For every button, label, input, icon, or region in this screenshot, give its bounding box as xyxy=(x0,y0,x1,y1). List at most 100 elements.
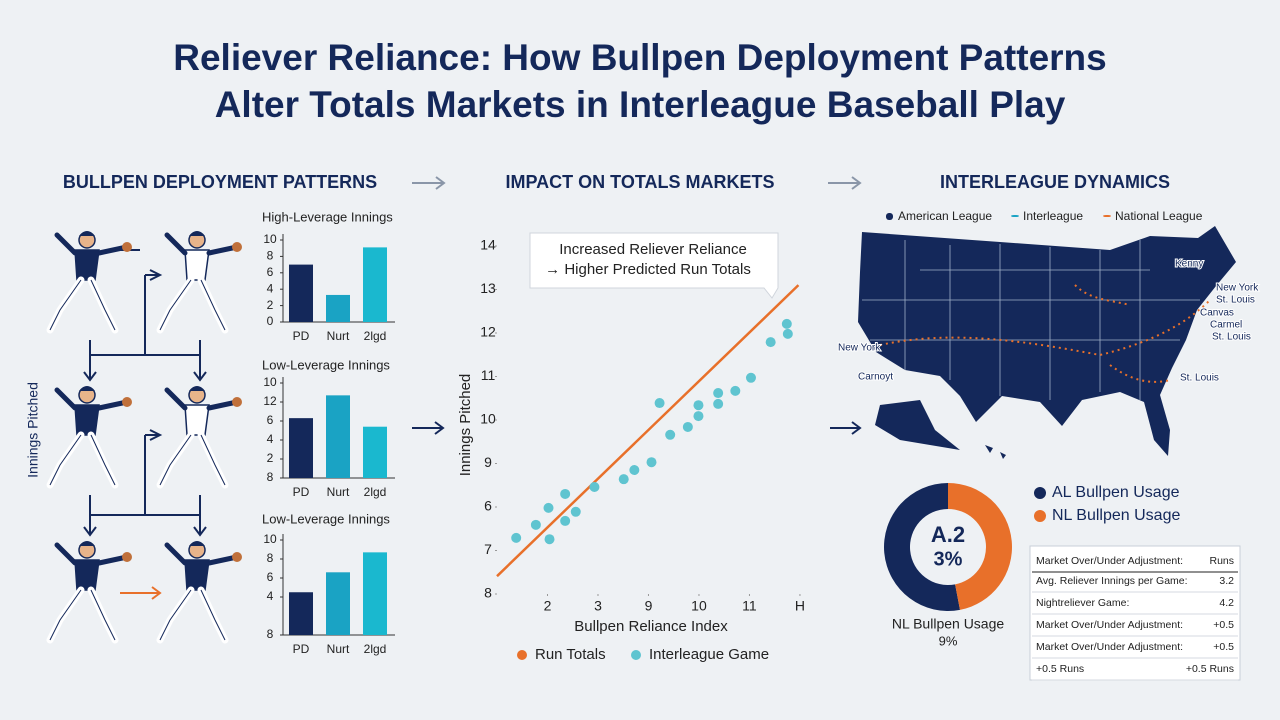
pitcher-body xyxy=(74,559,100,591)
legend-swatch xyxy=(1011,215,1019,217)
bar xyxy=(363,247,387,322)
legend-swatch xyxy=(631,650,641,660)
scatter-point xyxy=(713,388,724,399)
legend-label: American League xyxy=(898,209,992,223)
pitcher-body xyxy=(74,249,100,281)
y-tick-label: 12 xyxy=(480,324,496,340)
legend-swatch xyxy=(1034,487,1046,499)
scatter-point xyxy=(693,411,704,422)
scatter-point xyxy=(665,429,676,440)
chart-title: Low-Leverage Innings xyxy=(262,511,390,526)
scatter-point xyxy=(589,481,600,492)
table-cell: Market Over/Under Adjustment: xyxy=(1036,641,1183,653)
table-cell: Avg. Reliever Innings per Game: xyxy=(1036,575,1188,587)
city-label: St. Louis xyxy=(1216,295,1255,306)
legend-label: National League xyxy=(1115,209,1203,223)
bar xyxy=(289,592,313,635)
y-tick-label: 8 xyxy=(484,585,492,601)
legend-label: AL Bullpen Usage xyxy=(1052,484,1180,501)
x-tick-label: 9 xyxy=(645,598,653,614)
y-tick-label: 4 xyxy=(267,589,274,603)
y-tick-label: 2 xyxy=(267,451,274,465)
x-tick-label: Nurt xyxy=(327,329,350,343)
scatter-point xyxy=(654,398,665,409)
scatter-point xyxy=(560,515,571,526)
us-map: American League Interleague National Leagu… xyxy=(837,209,1260,459)
y-tick-label: 10 xyxy=(263,232,277,246)
x-tick-label: Nurt xyxy=(327,485,350,499)
bar xyxy=(289,418,313,478)
scatter-point xyxy=(713,398,724,409)
x-tick-label: 2lgd xyxy=(364,485,387,499)
pitcher-body xyxy=(74,404,100,436)
scatter-point xyxy=(782,328,793,339)
y-tick-label: 8 xyxy=(267,551,274,565)
league-routes xyxy=(879,284,1211,383)
table-cell: 4.2 xyxy=(1219,597,1234,609)
donut-center: A.2 xyxy=(931,522,965,547)
y-tick-label: 6 xyxy=(267,413,274,427)
pitcher-leg-outline xyxy=(49,589,116,641)
donut-segment xyxy=(884,483,960,611)
legend-swatch xyxy=(886,213,893,220)
x-tick-label: 2lgd xyxy=(364,329,387,343)
glove xyxy=(232,552,242,562)
city-label: Carnoyt xyxy=(858,372,893,383)
y-tick-label: 12 xyxy=(263,394,277,408)
us-mainland xyxy=(858,226,1236,456)
scatter-point xyxy=(511,532,522,543)
y-tick-label: 13 xyxy=(480,280,496,296)
x-tick-label: PD xyxy=(293,642,310,656)
section-heading: IMPACT ON TOTALS MARKETS xyxy=(506,172,775,192)
y-tick-label: 9 xyxy=(484,454,492,470)
glove xyxy=(122,242,132,252)
glove xyxy=(232,242,242,252)
pitcher-body xyxy=(184,404,210,436)
x-tick-label: 2lgd xyxy=(364,642,387,656)
pitcher-cap xyxy=(189,231,205,236)
legend-swatch xyxy=(1034,510,1046,522)
alaska xyxy=(875,400,960,450)
scatter-point xyxy=(682,421,693,432)
y-tick-label: 10 xyxy=(263,375,277,389)
callout-line: Increased Reliever Reliance xyxy=(559,241,747,258)
bar xyxy=(289,264,313,322)
y-tick-label: 7 xyxy=(484,541,492,557)
y-tick-label: 0 xyxy=(267,314,274,328)
legend-label: Interleague xyxy=(1023,209,1083,223)
callout-line: → Higher Predicted Run Totals xyxy=(545,261,751,278)
table-cell: 3.2 xyxy=(1219,575,1234,587)
glove xyxy=(122,552,132,562)
y-axis-label: Innings Pitched xyxy=(457,374,474,477)
table-cell: +0.5 Runs xyxy=(1036,663,1084,675)
table-cell: Nightreliever Game: xyxy=(1036,597,1129,609)
adjustment-table: Market Over/Under Adjustment: Runs Avg. Re… xyxy=(1029,545,1241,681)
callout-box xyxy=(529,232,779,299)
donut-caption: NL Bullpen Usage xyxy=(892,616,1005,632)
y-tick-label: 8 xyxy=(267,249,274,263)
glove xyxy=(122,397,132,407)
state-lines xyxy=(862,240,1200,400)
city-label: St. Louis xyxy=(1212,332,1251,343)
pitcher-cap xyxy=(189,386,205,391)
scatter-point xyxy=(646,457,657,468)
pitcher-leg-outline xyxy=(49,279,116,331)
scatter-point xyxy=(544,534,555,545)
x-tick-label: PD xyxy=(293,485,310,499)
bar xyxy=(326,294,350,322)
scatter-point xyxy=(560,488,571,499)
title-line: Reliever Reliance: How Bullpen Deploymen… xyxy=(173,37,1106,78)
table-cell: Runs xyxy=(1209,555,1234,567)
x-tick-label: H xyxy=(795,598,805,614)
pitcher-body xyxy=(184,249,210,281)
city-label: Carmel xyxy=(1210,320,1242,331)
y-tick-label: 10 xyxy=(263,532,277,546)
donut-center: 3% xyxy=(934,548,963,570)
y-tick-label: 6 xyxy=(484,498,492,514)
bar xyxy=(326,572,350,635)
scatter-point xyxy=(781,318,792,329)
scatter-point xyxy=(693,400,704,411)
trend-line xyxy=(496,284,800,578)
pitcher-cap xyxy=(79,231,95,236)
